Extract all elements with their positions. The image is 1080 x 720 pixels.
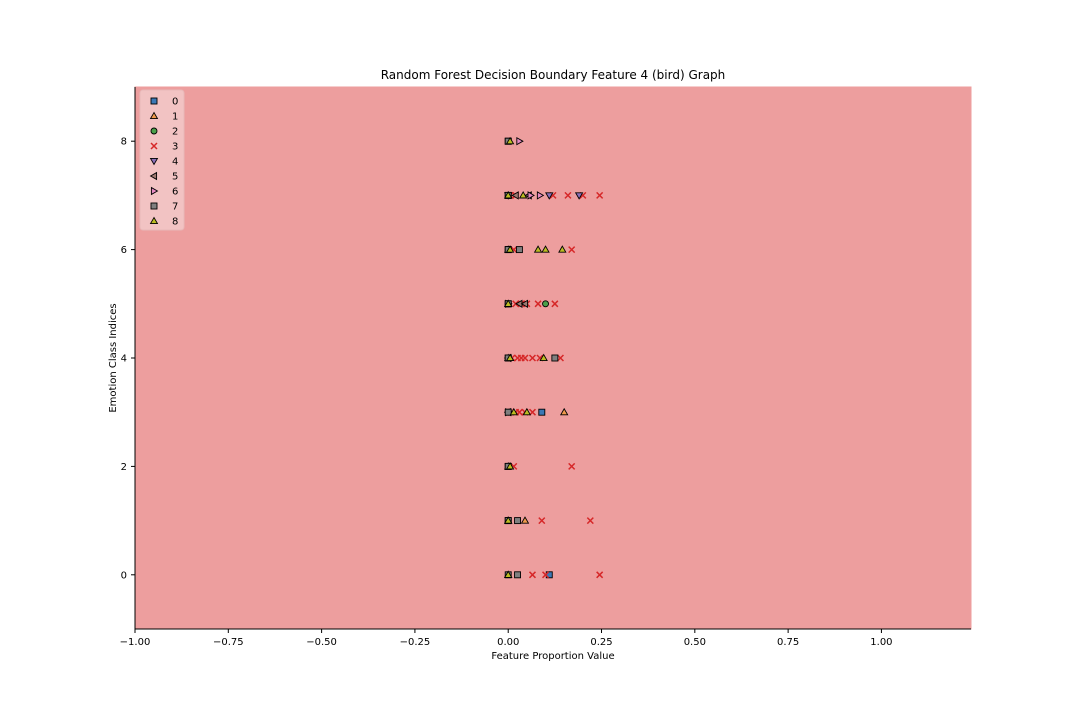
- x-axis: −1.00 −0.75 −0.50 −0.25 0.00 0.25 0.50 0.75 1.00: [120, 628, 971, 648]
- data-point: [505, 353, 515, 362]
- data-point: [518, 191, 528, 199]
- y-axis-label: Emotion Class Indices: [108, 303, 119, 412]
- x-axis-label: Feature Proportion Value: [491, 651, 614, 662]
- data-point: [551, 354, 559, 362]
- data-point: [541, 245, 550, 253]
- data-point: [520, 299, 529, 309]
- legend-marker: [149, 111, 159, 120]
- data-point: [528, 354, 537, 362]
- x-tick-label: −1.00: [120, 637, 151, 648]
- data-point: [514, 571, 521, 579]
- data-point: [559, 407, 569, 416]
- legend-label: 6: [172, 187, 178, 198]
- data-point: [533, 245, 543, 253]
- legend-label: 5: [172, 172, 178, 183]
- data-point: [528, 571, 537, 579]
- data-point: [558, 245, 567, 253]
- data-point: [568, 246, 576, 254]
- legend-label: 2: [172, 127, 178, 138]
- data-point: [511, 191, 519, 200]
- legend-label: 1: [172, 112, 178, 123]
- data-point: [505, 136, 515, 145]
- series-8: [503, 136, 567, 578]
- chart-title: Random Forest Decision Boundary Feature …: [381, 68, 726, 82]
- legend-label: 7: [172, 202, 178, 213]
- data-point: [509, 407, 519, 416]
- legend-marker: [150, 202, 158, 210]
- data-point: [539, 353, 548, 362]
- legend-label: 3: [172, 142, 178, 153]
- legend-marker: [149, 171, 158, 181]
- data-point: [505, 245, 515, 253]
- y-tick-label: 0: [121, 570, 127, 581]
- legend-marker: [149, 216, 159, 225]
- data-point: [503, 191, 513, 199]
- y-tick-label: 2: [121, 462, 127, 473]
- data-point: [527, 191, 535, 200]
- data-point: [505, 462, 515, 470]
- y-axis: 0 2 4 6 8: [121, 87, 136, 629]
- data-point: [545, 192, 554, 200]
- data-point: [596, 191, 604, 199]
- data-point: [556, 354, 564, 362]
- data-point: [536, 191, 545, 200]
- data-point: [516, 136, 524, 146]
- data-point: [520, 516, 530, 524]
- legend-marker: [150, 142, 158, 150]
- legend-label: 4: [172, 157, 178, 168]
- data-point: [542, 571, 550, 579]
- data-point: [503, 299, 513, 307]
- data-point: [564, 191, 572, 199]
- x-tick-label: −0.75: [213, 637, 244, 648]
- data-point: [551, 300, 559, 308]
- legend-marker: [150, 127, 158, 135]
- data-point: [542, 300, 549, 308]
- data-point: [503, 570, 513, 578]
- data-point: [534, 300, 542, 308]
- x-tick-label: 0.00: [497, 637, 519, 648]
- data-point: [586, 517, 594, 525]
- data-point: [521, 354, 529, 362]
- y-tick-label: 4: [121, 354, 127, 365]
- x-tick-label: 1.00: [870, 637, 892, 648]
- x-tick-label: 0.25: [590, 637, 612, 648]
- legend-label: 0: [172, 97, 178, 108]
- x-tick-label: −0.25: [400, 637, 431, 648]
- data-point: [503, 516, 513, 524]
- y-tick-label: 8: [121, 137, 127, 148]
- data-point: [538, 408, 546, 416]
- data-point: [574, 192, 584, 200]
- x-tick-label: 0.50: [684, 637, 706, 648]
- legend-label: 8: [172, 217, 178, 228]
- legend: 0 1 2 3 4 5 6 7 8: [139, 89, 185, 231]
- data-point: [515, 246, 523, 254]
- data-point: [504, 408, 512, 416]
- legend-marker: [149, 157, 159, 166]
- y-tick-label: 6: [121, 245, 127, 256]
- x-tick-label: −0.50: [306, 637, 337, 648]
- data-point: [538, 517, 546, 525]
- data-point: [514, 517, 521, 525]
- data-point: [596, 571, 604, 579]
- data-point: [522, 407, 532, 416]
- data-point: [568, 462, 576, 470]
- x-tick-label: 0.75: [777, 637, 799, 648]
- legend-marker: [150, 186, 159, 196]
- legend-marker: [150, 97, 158, 105]
- data-points: [503, 136, 604, 579]
